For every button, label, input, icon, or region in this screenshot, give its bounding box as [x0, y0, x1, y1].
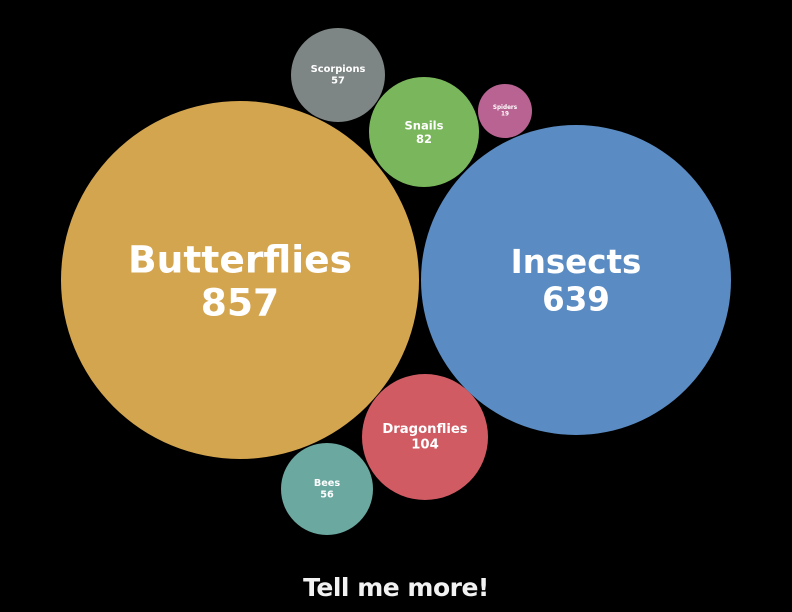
tell-me-more-button[interactable]: Tell me more! [303, 573, 489, 602]
bubble-scorpions[interactable] [291, 28, 385, 122]
bubble-dragonflies[interactable] [362, 374, 488, 500]
bubble-insects[interactable] [421, 125, 731, 435]
bubbles-group: Butterflies857Insects639Dragonflies104Sn… [61, 28, 731, 535]
bubble-butterflies[interactable] [61, 101, 419, 459]
bubble-spiders[interactable] [478, 84, 532, 138]
bubble-snails[interactable] [369, 77, 479, 187]
bubble-bees[interactable] [281, 443, 373, 535]
